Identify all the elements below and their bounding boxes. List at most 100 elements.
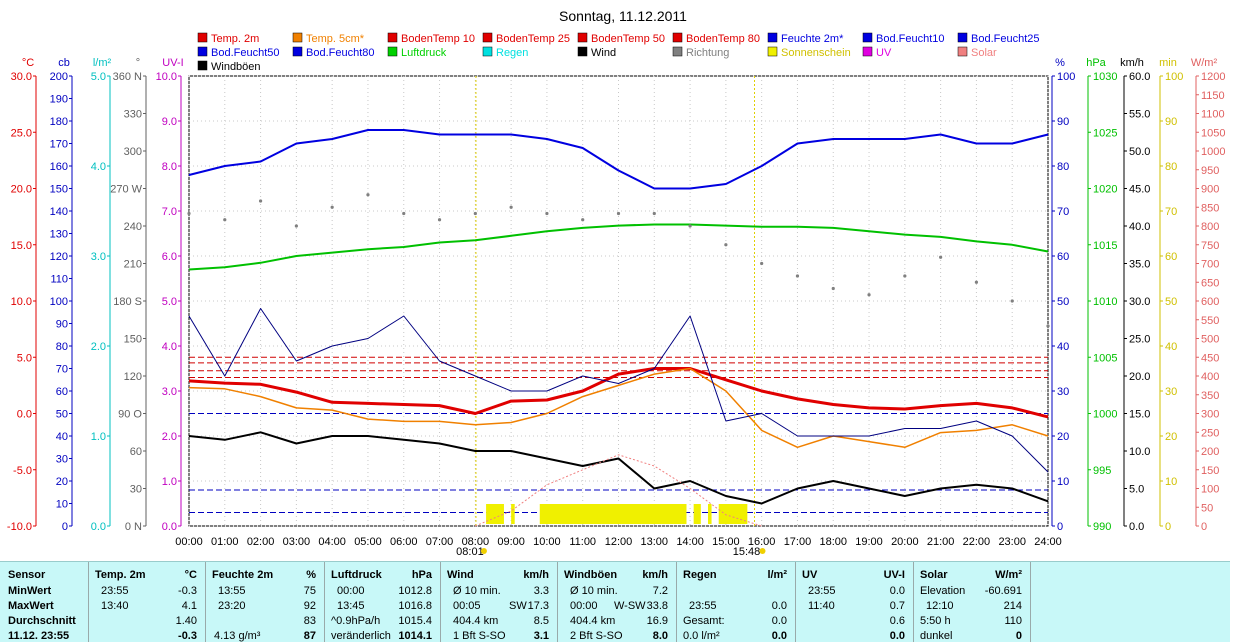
left-axis-unit: l/m² xyxy=(93,57,112,69)
legend-swatch xyxy=(387,46,398,57)
right-axis-tick-label: 300 xyxy=(1201,409,1219,421)
stats-header-temp: Temp. 2m xyxy=(95,569,146,581)
stats-temp-block: Temp. 2m °C 23:55 -0.3 13:40 4.1 1.40 -0… xyxy=(89,562,206,642)
left-axis-tick-label: 160 xyxy=(50,161,68,173)
legend-label: Bod.Feucht80 xyxy=(306,47,375,59)
stats-windboeen-block: Windböen km/h Ø 10 min. 7.2 00:00 W-SW 3… xyxy=(558,562,677,642)
stats-row-label: Durchschnitt xyxy=(8,615,76,627)
left-axis-tick-label: 1.0 xyxy=(91,431,106,443)
left-axis-tick-label: 20.0 xyxy=(11,184,32,196)
left-axis-tick-label: 270 W xyxy=(110,184,142,196)
wind-direction-point xyxy=(545,211,549,216)
left-axis-tick-label: 170 xyxy=(50,139,68,151)
stats-cell: 00:00 xyxy=(570,600,598,612)
left-axis-tick-label: 180 S xyxy=(113,296,142,308)
right-axis-tick-label: 500 xyxy=(1201,334,1219,346)
left-axis-tick-label: -10.0 xyxy=(7,521,32,533)
left-axis-tick-label: 8.0 xyxy=(162,161,177,173)
stats-sensor-block: Sensor MinWert MaxWert Durchschnitt 11.1… xyxy=(0,562,89,642)
stats-cell: 83 xyxy=(303,615,316,627)
legend-label: Wind xyxy=(591,47,616,59)
stats-cell: -0.3 xyxy=(178,585,197,597)
stats-cell: 92 xyxy=(303,600,316,612)
legend-label: Regen xyxy=(496,47,528,59)
x-axis-tick-label: 03:00 xyxy=(283,536,311,548)
legend-label: Bod.Feucht25 xyxy=(971,33,1040,45)
right-axis-tick-label: 10 xyxy=(1165,476,1177,488)
sunshine-block xyxy=(539,504,687,524)
left-axis-tick-label: 20 xyxy=(56,476,68,488)
legend-swatch xyxy=(672,32,683,43)
left-axis-tick-label: 2.0 xyxy=(91,341,106,353)
left-axis-tick-label: 7.0 xyxy=(162,206,177,218)
legend-label: Bod.Feucht10 xyxy=(876,33,945,45)
right-axis-tick-label: 1015 xyxy=(1093,240,1117,252)
left-axis-tick-label: 40 xyxy=(56,431,68,443)
legend-swatch xyxy=(197,46,208,57)
stats-cell: Elevation xyxy=(920,585,966,597)
left-axis-tick-label: 0 xyxy=(62,521,68,533)
series-line-temp-5cm xyxy=(188,367,1049,449)
left-axis-unit: °C xyxy=(22,57,34,69)
stats-cell: ^0.9hPa/h xyxy=(331,615,381,627)
x-axis-tick-label: 05:00 xyxy=(354,536,382,548)
stats-cell: 0.0 xyxy=(771,600,787,612)
stats-cell: W-SW xyxy=(614,600,646,612)
right-axis-tick-label: 40 xyxy=(1057,341,1069,353)
right-axis-tick-label: 550 xyxy=(1201,315,1219,327)
wind-direction-point xyxy=(402,211,406,216)
left-axis-tick-label: 90 xyxy=(56,319,68,331)
right-axis-tick-label: 250 xyxy=(1201,427,1219,439)
right-axis-tick-label: 1150 xyxy=(1201,90,1225,102)
sunshine-block xyxy=(511,504,515,524)
left-axis-tick-label: 0 N xyxy=(125,521,142,533)
stats-cell: 23:55 xyxy=(689,600,717,612)
stats-cell: 0.6 xyxy=(889,615,905,627)
stats-unit-wind: km/h xyxy=(523,569,549,581)
stats-luftdruck-block: Luftdruck hPa 00:00 1012.8 13:45 1016.8 … xyxy=(325,562,441,642)
left-axis-tick-label: 5.0 xyxy=(17,352,32,364)
legend-label: Solar xyxy=(971,47,997,59)
right-axis-tick-label: 50.0 xyxy=(1129,146,1150,158)
stats-cell: Ø 10 min. xyxy=(570,585,618,597)
stats-cell: veränderlich xyxy=(331,630,391,642)
left-axis-tick-label: 210 xyxy=(124,259,142,271)
stats-cell: 0.0 xyxy=(889,585,905,597)
x-axis-tick-label: 08:00 xyxy=(462,536,490,548)
stats-unit-luftdruck: hPa xyxy=(411,569,432,581)
legend-swatch xyxy=(577,32,588,43)
stats-solar-block: Solar W/m² Elevation -60.691 12:10 214 5… xyxy=(914,562,1031,642)
left-axis-tick-label: 6.0 xyxy=(162,251,177,263)
legend-swatch xyxy=(957,46,968,57)
left-axis-tick-label: 2.0 xyxy=(162,431,177,443)
right-axis-tick-label: 750 xyxy=(1201,240,1219,252)
right-axis-tick-label: 1100 xyxy=(1201,109,1225,121)
stats-cell: 12:10 xyxy=(926,600,954,612)
right-axis-tick-label: 1200 xyxy=(1201,71,1225,83)
right-axis-tick-label: 1010 xyxy=(1093,296,1117,308)
right-axis-tick-label: 1000 xyxy=(1093,409,1117,421)
left-axis-tick-label: 4.0 xyxy=(162,341,177,353)
right-axis-tick-label: 60 xyxy=(1165,251,1177,263)
wind-direction-point xyxy=(867,293,871,297)
right-axis-unit: hPa xyxy=(1086,57,1106,69)
left-axis-tick-label: 360 N xyxy=(113,71,142,83)
x-axis-tick-label: 16:00 xyxy=(748,536,776,548)
wind-direction-point xyxy=(939,255,943,259)
stats-row-label: MaxWert xyxy=(8,600,54,612)
stats-header-luftdruck: Luftdruck xyxy=(331,569,382,581)
x-axis-tick-label: 06:00 xyxy=(390,536,418,548)
sunshine-block xyxy=(486,504,504,524)
wind-direction-point xyxy=(616,211,621,216)
legend-label: BodenTemp 10 xyxy=(401,33,475,45)
wind-direction-point xyxy=(509,205,513,209)
right-axis-tick-label: 90 xyxy=(1057,116,1069,128)
x-axis-tick-label: 07:00 xyxy=(426,536,454,548)
right-axis-tick-label: 40 xyxy=(1165,341,1177,353)
left-axis-tick-label: 0.0 xyxy=(17,409,32,421)
wind-direction-point xyxy=(795,274,800,278)
series-line-windb-en xyxy=(188,308,1049,473)
left-axis-tick-label: 190 xyxy=(50,94,68,106)
wind-direction-point xyxy=(294,224,298,228)
left-axis-tick-label: 150 xyxy=(50,184,68,196)
